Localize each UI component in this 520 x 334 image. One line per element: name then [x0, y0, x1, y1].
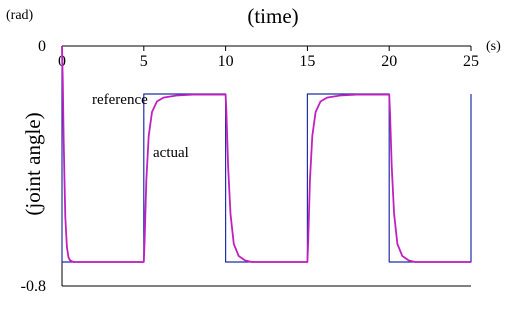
x-tick-label: 5: [140, 53, 148, 70]
x-unit-label: (s): [486, 39, 501, 54]
y-tick-label: 0: [38, 38, 46, 55]
chart-labels: (rad) (time) (s) (joint angle) reference…: [6, 4, 501, 216]
x-tick-label: 20: [381, 53, 397, 70]
annotation-reference: reference: [92, 92, 148, 108]
y-unit-label: (rad): [6, 8, 34, 23]
series-lines: [61, 45, 472, 263]
x-tick-label: 25: [463, 53, 479, 70]
annotation-actual: actual: [153, 145, 189, 161]
series-line-actual: [61, 45, 471, 263]
x-tick-label: 15: [299, 53, 315, 70]
y-tick-label: -0.8: [21, 278, 46, 295]
x-tick-label: 10: [218, 53, 234, 70]
chart-title: (time): [247, 4, 298, 28]
y-axis-title: (joint angle): [21, 112, 45, 215]
